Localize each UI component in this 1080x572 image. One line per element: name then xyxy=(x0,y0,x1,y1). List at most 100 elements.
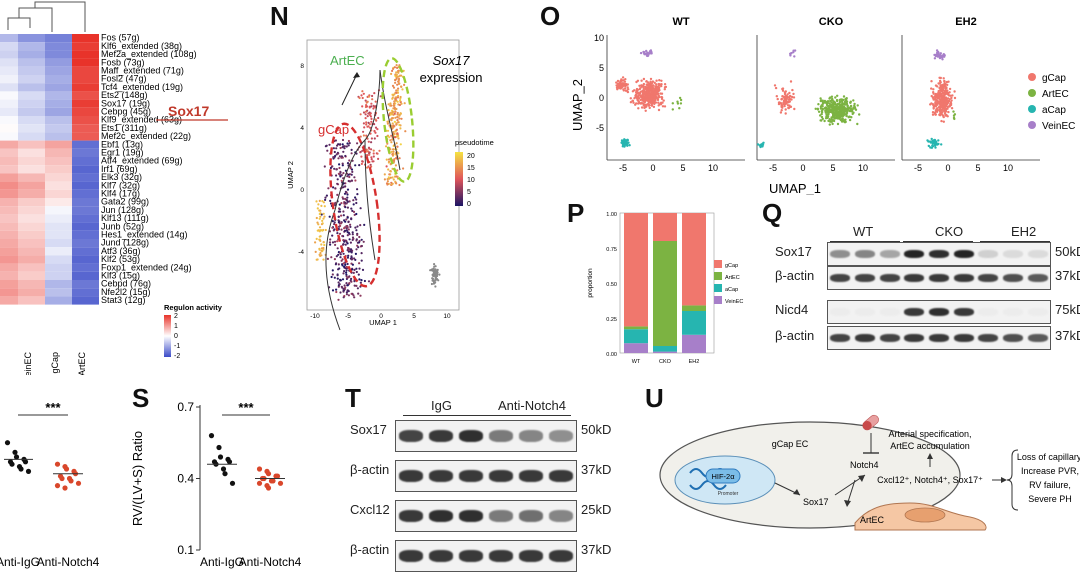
umap-point xyxy=(657,93,660,97)
heatmap-cell xyxy=(18,50,45,59)
umap-point xyxy=(655,79,658,82)
pseudotime-point xyxy=(386,122,389,125)
umap-point xyxy=(648,99,652,102)
panel-n-title: expression xyxy=(420,70,483,85)
pseudotime-point xyxy=(323,165,326,168)
pseudotime-point xyxy=(346,284,349,287)
legend-label: gCap xyxy=(1042,73,1066,84)
pseudotime-point xyxy=(319,239,322,242)
umap-point xyxy=(830,116,833,119)
blot-band xyxy=(879,273,900,283)
pseudotime-point xyxy=(394,97,397,100)
heatmap-row-label: Foxp1_extended (24g) xyxy=(101,262,192,272)
pseudotime-point xyxy=(321,200,324,203)
blot-band xyxy=(830,333,851,343)
pseudotime-point xyxy=(346,193,349,196)
pseudotime-point xyxy=(389,170,392,173)
regulon-legend-tick: 1 xyxy=(174,323,178,330)
blot-band xyxy=(1027,333,1048,343)
umap-point xyxy=(656,87,659,91)
blot-row-label: β-actin xyxy=(775,268,815,283)
umap-point xyxy=(626,139,629,142)
panel-letter-p: P xyxy=(567,198,585,228)
pseudotime-point xyxy=(350,258,353,261)
pseudotime-point xyxy=(396,119,399,122)
umap-point xyxy=(844,100,847,104)
pseudotime-point xyxy=(432,274,435,278)
umap-point xyxy=(930,87,933,90)
heatmap-cell xyxy=(0,165,18,174)
umap-point xyxy=(832,119,836,123)
pseudotime-point xyxy=(343,192,347,195)
heatmap-cell xyxy=(72,148,99,157)
pseudotime-point xyxy=(393,120,396,123)
dotplot-point xyxy=(265,471,272,477)
umap-point xyxy=(832,113,835,116)
pseudotime-point xyxy=(323,205,326,208)
pseudotime-point xyxy=(393,66,396,69)
umap-point xyxy=(842,120,845,123)
pseudotime-point xyxy=(331,269,334,272)
dotplot-point xyxy=(18,466,24,472)
pseudotime-point xyxy=(438,273,441,276)
blot-band xyxy=(855,249,875,259)
umap-point xyxy=(942,84,945,88)
blot-group-underline xyxy=(830,241,900,242)
regulon-heatmap: Fos (57g) Klf6_extended (38g) Mef2a_extend… xyxy=(0,0,260,382)
blot-band xyxy=(953,273,974,283)
umap-xtick: -5 xyxy=(769,163,777,173)
pseudotime-point xyxy=(357,273,360,276)
pseudotime-point xyxy=(349,225,352,228)
umap-point xyxy=(639,90,642,94)
umap-point xyxy=(790,95,794,99)
pseudotime-point xyxy=(319,235,322,238)
blot-band xyxy=(429,550,453,562)
pseudotime-point xyxy=(333,258,336,261)
dotplot-point xyxy=(75,480,82,486)
umap-point xyxy=(637,102,640,105)
umap-xtick: 10 xyxy=(1003,163,1013,173)
umap-point xyxy=(678,96,682,100)
pseudotime-legend-tick: 10 xyxy=(467,177,475,184)
pseudotime-point xyxy=(331,273,334,276)
blot-band xyxy=(429,470,453,482)
panel-q-western-blot: WT CKO EH2 Sox17 50kD β-actin 37kD Nicd4 75kD β-… xyxy=(775,220,1080,360)
umap-point xyxy=(679,102,683,105)
pseudotime-point xyxy=(316,207,319,210)
umap-point xyxy=(848,118,852,122)
pseudotime-point xyxy=(348,159,351,162)
umap-point xyxy=(939,88,942,91)
umap-point xyxy=(848,106,851,109)
pseudotime-point xyxy=(371,98,374,101)
umap-point xyxy=(657,104,660,107)
pseudotime-point xyxy=(390,141,393,144)
umap-point xyxy=(937,106,940,109)
pseudotime-point xyxy=(353,284,356,287)
panel-p-legend-label: gCap xyxy=(725,263,738,269)
umap-point xyxy=(635,80,638,84)
pseudotime-point xyxy=(344,182,347,185)
umap-point xyxy=(820,115,824,119)
pseudotime-point xyxy=(346,199,349,202)
pseudotime-point xyxy=(348,275,351,278)
umap-point xyxy=(620,141,623,144)
pseudotime-point xyxy=(385,158,388,161)
pseudotime-point xyxy=(323,243,326,247)
umap-point xyxy=(633,97,636,100)
umap-point xyxy=(642,104,646,107)
pseudotime-point xyxy=(351,263,354,266)
umap-point xyxy=(834,96,837,99)
pseudotime-point xyxy=(370,117,373,120)
pseudotime-point xyxy=(345,273,348,276)
pseudotime-point xyxy=(339,291,342,294)
umap-xtick: 5 xyxy=(975,163,980,173)
pseudotime-point xyxy=(318,253,321,256)
pseudotime-point xyxy=(366,115,369,118)
umap-point xyxy=(653,91,657,95)
pseudotime-point xyxy=(432,280,436,283)
blot-band xyxy=(1003,333,1023,343)
umap-facet-title: EH2 xyxy=(955,16,976,28)
pseudotime-point xyxy=(335,290,338,294)
heatmap-cell xyxy=(72,107,99,116)
umap-point xyxy=(616,88,619,91)
